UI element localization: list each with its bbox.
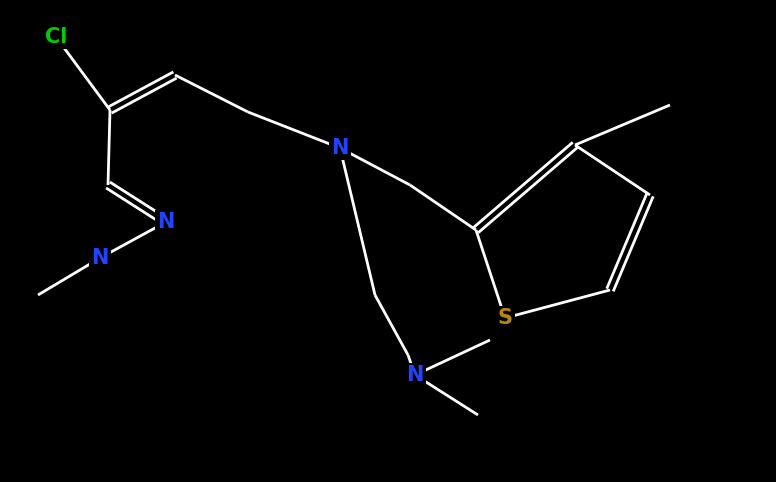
Text: N: N	[158, 212, 175, 232]
Text: S: S	[497, 308, 512, 328]
Text: N: N	[331, 138, 348, 158]
Text: N: N	[92, 248, 109, 268]
Text: Cl: Cl	[45, 27, 68, 47]
Text: N: N	[407, 365, 424, 385]
